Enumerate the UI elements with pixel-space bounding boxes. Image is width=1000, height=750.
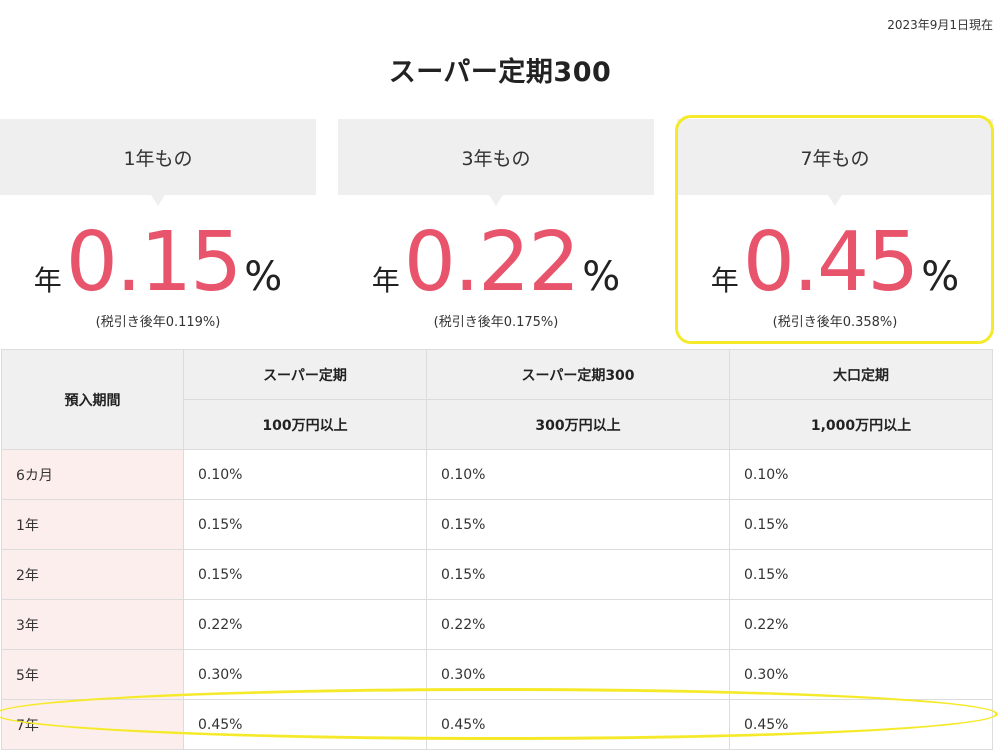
rate-cell: 0.30% xyxy=(729,649,993,700)
rate-cell: 0.30% xyxy=(426,649,730,700)
rate-cell: 0.15% xyxy=(729,549,993,600)
rate-display: 年 0.15 % xyxy=(0,215,316,310)
after-tax-rate: (税引き後年0.119%) xyxy=(95,315,221,330)
column-header-ooguchi-teiki: 大口定期 xyxy=(729,349,993,400)
rate-unit: % xyxy=(921,254,960,300)
rate-prefix: 年 xyxy=(710,264,739,297)
rate-value: 0.22 xyxy=(403,215,581,310)
period-cell: 1年 xyxy=(1,499,184,550)
table-row: 1年 0.15% 0.15% 0.15% xyxy=(1,499,993,550)
rate-card-1year: 1年もの 年 0.15 % (税引き後年0.119%) xyxy=(0,119,316,341)
table-row: 6カ月 0.10% 0.10% 0.10% xyxy=(1,449,993,500)
page-title: スーパー定期300 xyxy=(388,57,612,88)
interest-rate-table: 預入期間 スーパー定期 スーパー定期300 大口定期 100万円以上 300万円… xyxy=(1,349,993,750)
rate-cell: 0.10% xyxy=(729,449,993,500)
rate-cell: 0.15% xyxy=(183,549,427,600)
card-term-label: 3年もの xyxy=(338,119,654,206)
after-tax-rate: (税引き後年0.175%) xyxy=(433,315,559,330)
rate-value: 0.15 xyxy=(65,215,243,310)
table-row: 2年 0.15% 0.15% 0.15% xyxy=(1,549,993,600)
rate-cell: 0.15% xyxy=(426,499,730,550)
column-header-super-teiki: スーパー定期 xyxy=(183,349,427,400)
as-of-date: 2023年9月1日現在 xyxy=(887,18,993,32)
rate-cell: 0.10% xyxy=(426,449,730,500)
column-minimum-super-teiki: 100万円以上 xyxy=(183,399,427,450)
column-header-super-teiki-300: スーパー定期300 xyxy=(426,349,730,400)
rate-cell: 0.45% xyxy=(729,699,993,750)
column-minimum-ooguchi-teiki: 1,000万円以上 xyxy=(729,399,993,450)
card-term-label: 7年もの xyxy=(677,119,993,206)
table-header-row: 預入期間 スーパー定期 スーパー定期300 大口定期 xyxy=(1,349,993,450)
column-minimum-super-teiki-300: 300万円以上 xyxy=(426,399,730,450)
rate-cell: 0.15% xyxy=(426,549,730,600)
rate-display: 年 0.45 % xyxy=(677,215,993,310)
period-cell: 5年 xyxy=(1,649,184,700)
rate-cell: 0.45% xyxy=(183,699,427,750)
rate-card-7year: 7年もの 年 0.45 % (税引き後年0.358%) xyxy=(677,119,993,341)
rate-prefix: 年 xyxy=(33,264,62,297)
rate-cell: 0.22% xyxy=(183,599,427,650)
rate-display: 年 0.22 % xyxy=(338,215,654,310)
rate-card-3year: 3年もの 年 0.22 % (税引き後年0.175%) xyxy=(338,119,654,341)
period-cell: 7年 xyxy=(1,699,184,750)
rate-unit: % xyxy=(582,254,621,300)
rate-cell: 0.15% xyxy=(729,499,993,550)
rate-unit: % xyxy=(244,254,283,300)
table-row: 3年 0.22% 0.22% 0.22% xyxy=(1,599,993,650)
table-row: 7年 0.45% 0.45% 0.45% xyxy=(1,699,993,750)
rate-cell: 0.22% xyxy=(426,599,730,650)
table-row: 5年 0.30% 0.30% 0.30% xyxy=(1,649,993,700)
period-cell: 6カ月 xyxy=(1,449,184,500)
rate-cell: 0.22% xyxy=(729,599,993,650)
after-tax-rate: (税引き後年0.358%) xyxy=(772,315,898,330)
rate-cell: 0.10% xyxy=(183,449,427,500)
card-term-label: 1年もの xyxy=(0,119,316,206)
rate-cell: 0.15% xyxy=(183,499,427,550)
period-cell: 3年 xyxy=(1,599,184,650)
rate-prefix: 年 xyxy=(371,264,400,297)
period-cell: 2年 xyxy=(1,549,184,600)
period-column-header: 預入期間 xyxy=(1,349,184,450)
rate-cell: 0.45% xyxy=(426,699,730,750)
rate-cell: 0.30% xyxy=(183,649,427,700)
rate-value: 0.45 xyxy=(742,215,920,310)
